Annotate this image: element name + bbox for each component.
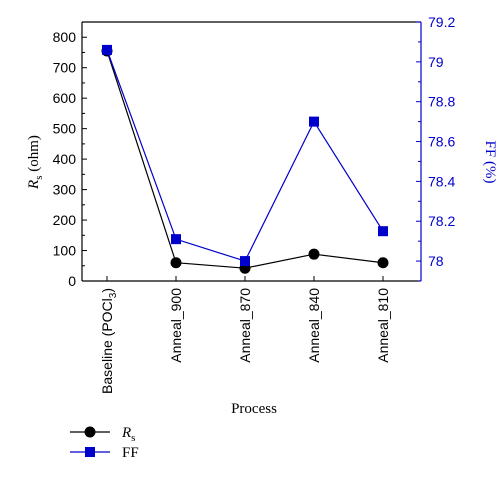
legend-item: Rs <box>70 425 135 444</box>
right-tick-label: 79 <box>428 54 444 70</box>
legend-item: FF <box>70 445 139 461</box>
series-ff <box>102 44 388 267</box>
right-tick-label: 79.2 <box>428 14 455 30</box>
right-tick-label: 78.8 <box>428 94 455 110</box>
left-tick-label: 400 <box>53 151 77 167</box>
data-point-ff <box>171 234 181 245</box>
series-layer <box>101 44 389 274</box>
x-tick-label: Anneal_870 <box>237 288 253 363</box>
series-rs <box>101 45 389 274</box>
data-point-rs <box>308 248 320 260</box>
right-tick-label: 78.6 <box>428 134 455 150</box>
legend-label: FF <box>122 445 139 461</box>
left-tick-label: 600 <box>53 90 77 106</box>
data-point-ff <box>309 116 319 127</box>
right-tick-label: 78.4 <box>428 173 455 189</box>
x-axis-title: Process <box>231 401 277 417</box>
legend-label: Rs <box>121 425 135 444</box>
left-tick-label: 100 <box>53 243 77 259</box>
legend-marker-square <box>85 447 95 457</box>
x-tick-label: Anneal_810 <box>375 288 391 363</box>
x-tick-label: Anneal_840 <box>306 288 322 363</box>
data-point-rs <box>170 257 182 269</box>
x-tick-label: Anneal_900 <box>168 288 184 363</box>
data-point-ff <box>378 226 388 237</box>
left-tick-label: 700 <box>53 60 77 76</box>
legend-marker-circle <box>84 426 96 438</box>
series-line-rs <box>106 50 384 269</box>
left-tick-label: 0 <box>68 273 76 289</box>
left-axis-title: Rs (ohm) <box>26 135 45 190</box>
data-point-ff <box>240 256 250 267</box>
right-tick-label: 78 <box>428 253 444 269</box>
left-axis-ticks: 0 100 200 300 400 500 600 700 800 <box>53 29 87 289</box>
x-axis-ticks: Baseline (POCl3) Anneal_900 Anneal_870 Anne… <box>99 276 391 394</box>
left-tick-label: 500 <box>53 121 77 137</box>
data-point-rs <box>377 257 389 269</box>
right-axis-ticks: 78 78.2 78.4 78.6 78.8 79 79.2 <box>416 14 455 282</box>
left-tick-label: 300 <box>53 182 77 198</box>
left-tick-label: 200 <box>53 212 77 228</box>
x-tick-label: Baseline (POCl3) <box>99 288 119 394</box>
right-tick-label: 78.2 <box>428 213 455 229</box>
series-line-ff <box>106 49 384 262</box>
right-axis-title: FF (%) <box>482 141 498 184</box>
left-tick-label: 800 <box>53 29 77 45</box>
axes <box>81 21 422 282</box>
data-point-ff <box>102 44 112 55</box>
